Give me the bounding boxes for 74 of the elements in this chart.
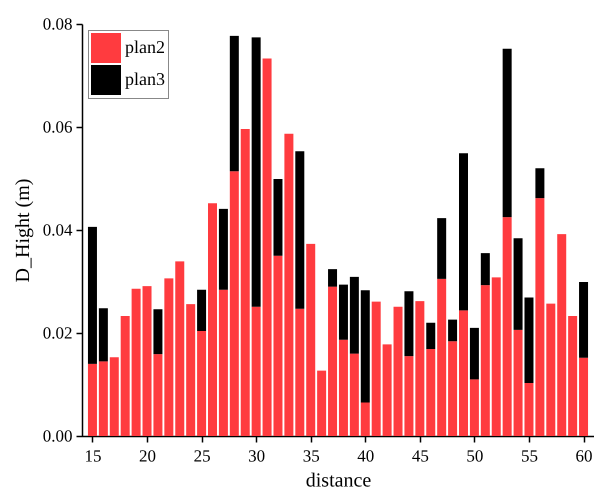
y-tick-label: 0.06 bbox=[42, 118, 72, 136]
bar bbox=[218, 208, 228, 290]
x-tick-label: 15 bbox=[84, 446, 102, 466]
bar bbox=[579, 282, 588, 358]
bar bbox=[317, 370, 326, 436]
x-tick-label: 30 bbox=[248, 446, 266, 466]
y-tick-label: 0.08 bbox=[42, 14, 72, 34]
bar bbox=[448, 341, 458, 436]
bar bbox=[338, 284, 348, 340]
y-tick-label: 0.04 bbox=[42, 220, 73, 240]
bar bbox=[338, 340, 348, 436]
bar bbox=[218, 290, 228, 436]
bar bbox=[273, 179, 282, 256]
bar bbox=[197, 290, 206, 331]
bar bbox=[273, 256, 282, 436]
bar bbox=[360, 290, 370, 403]
bar bbox=[535, 198, 544, 436]
bar bbox=[98, 361, 108, 436]
bar bbox=[470, 379, 479, 436]
bar bbox=[262, 58, 272, 436]
legend-label: plan3 bbox=[125, 69, 165, 89]
bar bbox=[153, 309, 162, 354]
bar bbox=[295, 151, 304, 309]
x-tick-label: 25 bbox=[194, 446, 211, 466]
bar bbox=[132, 288, 141, 436]
x-tick-label: 55 bbox=[520, 446, 538, 466]
x-tick-label: 20 bbox=[139, 446, 156, 466]
bar bbox=[480, 253, 490, 286]
bar bbox=[394, 306, 403, 436]
x-tick-label: 35 bbox=[302, 446, 320, 466]
bar bbox=[153, 354, 162, 436]
bar bbox=[328, 269, 338, 287]
bar bbox=[252, 306, 261, 436]
bar bbox=[470, 328, 479, 380]
bar bbox=[88, 226, 97, 364]
x-tick-label: 40 bbox=[357, 446, 374, 466]
bar bbox=[382, 344, 392, 436]
bar bbox=[404, 291, 414, 356]
bar bbox=[502, 48, 512, 218]
bar bbox=[350, 354, 359, 436]
y-tick-label: 0.02 bbox=[42, 324, 72, 342]
bar bbox=[197, 330, 206, 436]
bar bbox=[448, 320, 458, 342]
bar bbox=[404, 356, 414, 436]
bar bbox=[535, 168, 544, 198]
bar bbox=[426, 322, 436, 349]
x-axis-title: distance bbox=[306, 470, 372, 489]
bar bbox=[284, 134, 294, 436]
y-axis-title: D_Hight (m) bbox=[12, 178, 34, 282]
bar bbox=[142, 286, 152, 436]
x-tick-label: 60 bbox=[576, 446, 593, 466]
bar bbox=[208, 203, 217, 436]
bar bbox=[568, 316, 578, 436]
bar bbox=[524, 297, 534, 383]
bar bbox=[328, 286, 338, 436]
bar bbox=[524, 382, 534, 436]
bar bbox=[88, 364, 97, 436]
bar bbox=[459, 153, 468, 310]
bar bbox=[252, 37, 261, 307]
x-tick-label: 45 bbox=[412, 446, 429, 466]
bar bbox=[514, 330, 523, 436]
bar bbox=[164, 278, 174, 436]
bar bbox=[579, 358, 588, 436]
bar bbox=[502, 217, 512, 436]
y-tick-label: 0.00 bbox=[42, 426, 72, 446]
bar bbox=[415, 301, 424, 436]
bar bbox=[514, 238, 523, 330]
bar bbox=[230, 36, 239, 172]
bar bbox=[350, 276, 359, 354]
bar bbox=[437, 218, 446, 279]
x-tick-label: 50 bbox=[466, 446, 484, 466]
legend-label: plan2 bbox=[125, 37, 165, 57]
bar bbox=[459, 310, 468, 436]
bar bbox=[98, 308, 108, 362]
